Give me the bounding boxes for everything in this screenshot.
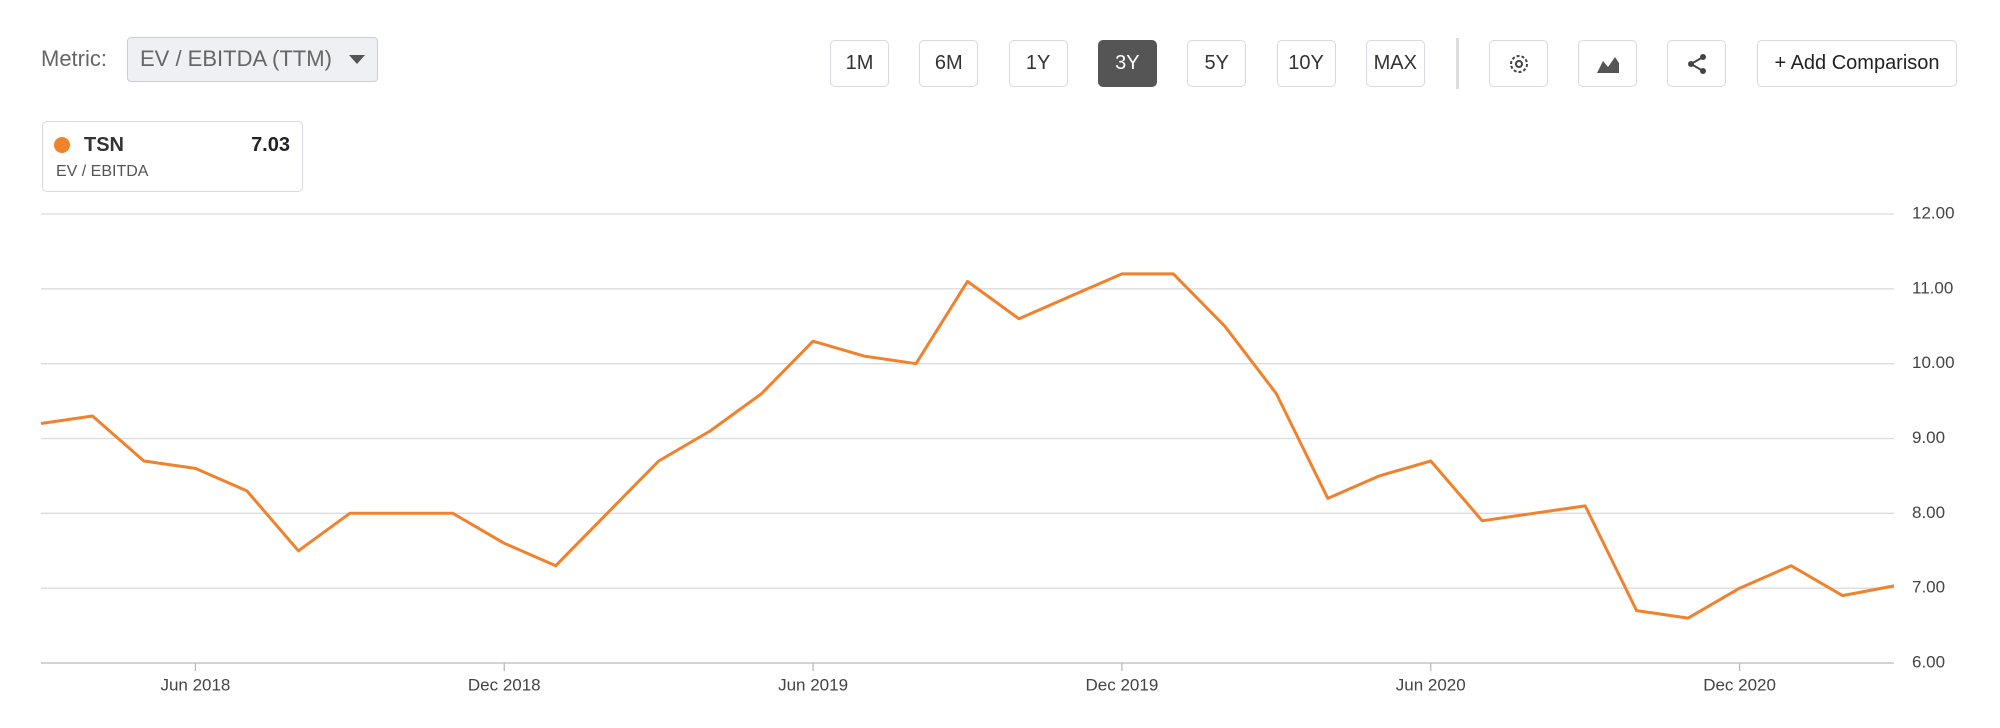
legend: TSN 7.03 EV / EBITDA [42, 121, 303, 192]
x-tick-label: Jun 2020 [1396, 675, 1466, 694]
x-tick-label: Dec 2019 [1086, 675, 1159, 694]
y-tick-label: 6.00 [1912, 652, 1945, 671]
x-tick-label: Dec 2018 [468, 675, 541, 694]
range-button[interactable]: 10Y [1276, 40, 1336, 87]
add-comparison-button[interactable]: + Add Comparison [1757, 40, 1957, 87]
share-button[interactable] [1667, 40, 1726, 87]
legend-marker [54, 137, 70, 153]
metric-value: EV / EBITDA (TTM) [140, 46, 332, 71]
range-button[interactable]: 1Y [1008, 40, 1068, 87]
y-tick-label: 9.00 [1912, 428, 1945, 447]
y-tick-label: 10.00 [1912, 353, 1955, 372]
legend-value: 7.03 [251, 134, 290, 156]
range-button[interactable]: 1M [830, 40, 889, 87]
range-button[interactable]: 6M [919, 40, 979, 87]
range-button[interactable]: MAX [1365, 40, 1425, 87]
range-button[interactable]: 5Y [1187, 40, 1247, 87]
dropdown-arrow [349, 55, 365, 64]
metric-dropdown[interactable]: EV / EBITDA (TTM) [127, 37, 378, 82]
share-icon [1687, 53, 1706, 74]
legend-name: TSN [84, 134, 124, 156]
x-tick-label: Jun 2019 [778, 675, 848, 694]
legend-metric: EV / EBITDA [56, 163, 149, 180]
metric-label: Metric: [41, 46, 107, 71]
separator [1456, 38, 1459, 89]
range-button[interactable]: 3Y [1097, 40, 1157, 87]
line-series [40, 272, 1895, 620]
y-tick-label: 8.00 [1912, 503, 1945, 522]
y-tick-label: 7.00 [1912, 578, 1945, 597]
y-tick-label: 12.00 [1912, 203, 1955, 222]
gear-icon [1509, 54, 1528, 73]
x-tick-label: Dec 2020 [1703, 675, 1776, 694]
chart-type-button[interactable] [1578, 40, 1637, 87]
area-icon [1596, 56, 1619, 73]
y-tick-label: 11.00 [1912, 278, 1953, 297]
x-tick-label: Jun 2018 [160, 675, 230, 694]
settings-button[interactable] [1489, 40, 1548, 87]
